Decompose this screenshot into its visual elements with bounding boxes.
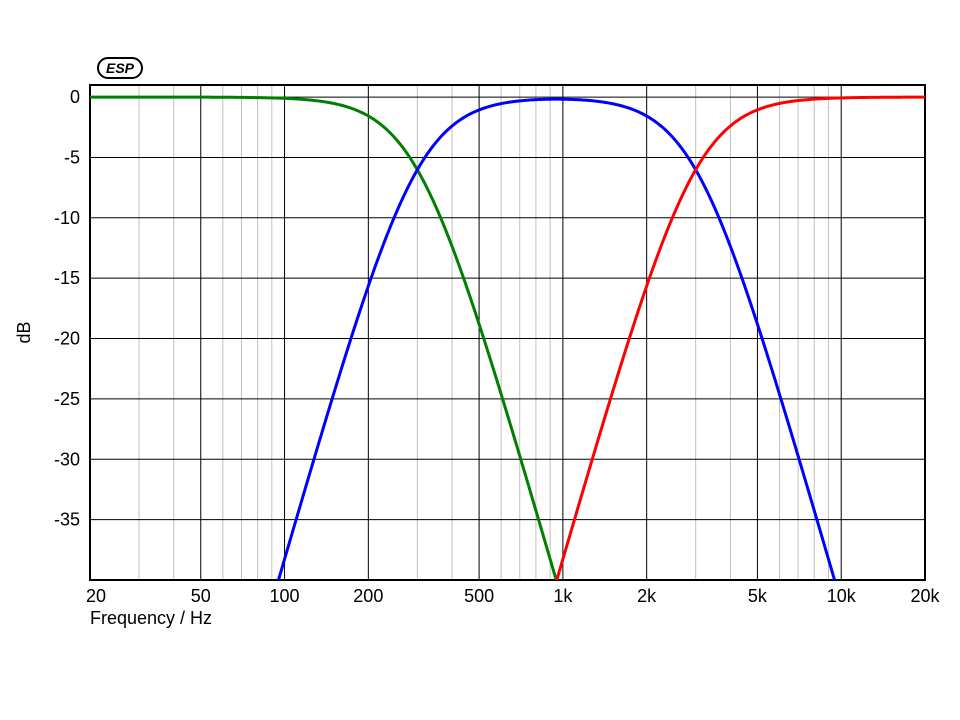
data-series [90,97,925,640]
svg-text:100: 100 [270,586,300,606]
series-bandpass [90,99,925,640]
esp-logo-text: ESP [106,60,135,76]
x-tick-labels: 20 50 100 200 500 1k 2k 5k 10k 20k [86,586,941,606]
svg-text:-30: -30 [54,449,80,469]
minor-gridlines [139,85,828,580]
major-gridlines [90,85,925,580]
y-tick-labels: 0 -5 -10 -15 -20 -25 -30 -35 [54,87,80,530]
svg-text:50: 50 [191,586,211,606]
svg-text:0: 0 [70,87,80,107]
svg-text:10k: 10k [827,586,857,606]
svg-text:200: 200 [353,586,383,606]
svg-text:-25: -25 [54,389,80,409]
svg-text:-15: -15 [54,268,80,288]
plot-border [90,85,925,580]
svg-text:20k: 20k [910,586,940,606]
series-highpass [90,97,925,640]
x-axis-title: Frequency / Hz [90,608,212,628]
svg-text:2k: 2k [637,586,657,606]
series-lowpass [90,97,925,640]
svg-text:1k: 1k [553,586,573,606]
svg-text:-5: -5 [64,147,80,167]
svg-text:500: 500 [464,586,494,606]
esp-logo: ESP [98,58,142,78]
svg-text:-20: -20 [54,329,80,349]
svg-text:-35: -35 [54,510,80,530]
svg-text:5k: 5k [748,586,768,606]
frequency-response-chart: 20 50 100 200 500 1k 2k 5k 10k 20k 0 -5 -10 -15 -20 -2… [0,0,960,720]
y-axis-title: dB [14,321,34,343]
svg-text:20: 20 [86,586,106,606]
svg-text:-10: -10 [54,208,80,228]
